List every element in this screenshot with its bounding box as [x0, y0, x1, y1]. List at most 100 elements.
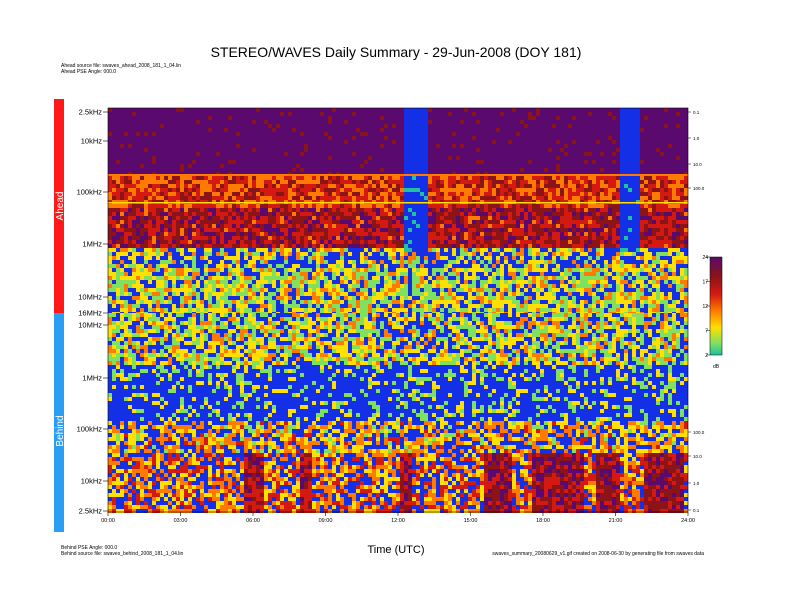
ahead-cell: [124, 264, 128, 268]
ahead-cell: [124, 304, 128, 308]
ahead-cell: [176, 180, 180, 184]
ahead-cell: [128, 244, 132, 248]
ahead-cell: [140, 164, 144, 168]
ahead-cell: [460, 136, 464, 140]
ahead-cell: [124, 188, 128, 192]
ahead-cell: [300, 280, 304, 284]
ahead-cell: [172, 112, 176, 116]
ahead-cell: [264, 264, 268, 268]
ahead-cell: [312, 188, 316, 192]
ahead-cell: [244, 264, 248, 268]
ahead-cell: [236, 112, 240, 116]
ahead-cell: [472, 204, 476, 208]
ahead-cell: [336, 116, 340, 120]
ahead-cell: [352, 136, 356, 140]
ahead-cell: [204, 268, 208, 272]
ahead-cell: [276, 156, 280, 160]
ahead-cell: [240, 240, 244, 244]
ahead-cell: [416, 168, 420, 172]
ahead-cell: [144, 208, 148, 212]
ahead-cell: [412, 136, 416, 140]
ahead-cell: [116, 300, 120, 304]
ahead-cell: [252, 116, 256, 120]
ahead-cell: [360, 252, 364, 256]
ahead-cell: [284, 192, 288, 196]
ahead-cell: [464, 148, 468, 152]
ahead-cell: [112, 120, 116, 124]
ahead-cell: [288, 284, 292, 288]
ahead-cell: [320, 148, 324, 152]
ahead-cell: [108, 160, 112, 164]
ahead-cell: [168, 232, 172, 236]
ahead-cell: [308, 304, 312, 308]
ahead-cell: [320, 164, 324, 168]
ahead-cell: [256, 244, 260, 248]
ahead-cell: [328, 192, 332, 196]
ahead-cell: [144, 152, 148, 156]
ahead-cell: [444, 264, 448, 268]
ahead-cell: [380, 256, 384, 260]
ahead-cell: [132, 236, 136, 240]
ahead-cell: [136, 108, 140, 112]
ahead-cell: [164, 296, 168, 300]
ahead-cell: [432, 244, 436, 248]
ahead-cell: [412, 204, 416, 208]
ahead-cell: [260, 244, 264, 248]
ahead-cell: [252, 120, 256, 124]
ahead-cell: [316, 120, 320, 124]
ahead-cell: [148, 184, 152, 188]
ahead-cell: [152, 272, 156, 276]
ahead-cell: [336, 140, 340, 144]
ahead-cell: [364, 192, 368, 196]
ahead-cell: [108, 232, 112, 236]
ahead-cell: [224, 120, 228, 124]
ahead-cell: [164, 140, 168, 144]
ahead-cell: [444, 108, 448, 112]
ahead-cell: [360, 216, 364, 220]
ahead-cell: [340, 164, 344, 168]
ahead-cell: [396, 108, 400, 112]
ahead-cell: [136, 208, 140, 212]
ahead-cell: [116, 216, 120, 220]
ahead-cell: [356, 108, 360, 112]
ahead-cell: [304, 180, 308, 184]
ahead-cell: [428, 148, 432, 152]
ahead-cell: [152, 212, 156, 216]
ahead-cell: [324, 308, 328, 312]
behind-pse-angle: Behind PSE Angle: 000.0: [61, 545, 118, 551]
ahead-cell: [480, 196, 484, 200]
ahead-cell: [188, 136, 192, 140]
ahead-cell: [448, 308, 452, 312]
ahead-cell: [412, 268, 416, 272]
ahead-cell: [444, 296, 448, 300]
ahead-cell: [348, 216, 352, 220]
ahead-cell: [320, 204, 324, 208]
ahead-cell: [192, 120, 196, 124]
ahead-cell: [344, 228, 348, 232]
ahead-cell: [404, 288, 408, 292]
ahead-cell: [152, 140, 156, 144]
ahead-cell: [272, 116, 276, 120]
ahead-cell: [332, 156, 336, 160]
ahead-cell: [292, 224, 296, 228]
ahead-cell: [320, 280, 324, 284]
ahead-cell: [428, 132, 432, 136]
ahead-cell: [204, 228, 208, 232]
ahead-cell: [484, 300, 488, 304]
ahead-cell: [444, 168, 448, 172]
ahead-cell: [412, 116, 416, 120]
ahead-cell: [404, 292, 408, 296]
ahead-cell: [152, 276, 156, 280]
ahead-cell: [300, 160, 304, 164]
ahead-cell: [328, 252, 332, 256]
ahead-cell: [156, 164, 160, 168]
ahead-cell: [384, 248, 388, 252]
ahead-cell: [160, 216, 164, 220]
ahead-cell: [324, 148, 328, 152]
ahead-cell: [176, 240, 180, 244]
ahead-cell: [412, 156, 416, 160]
ahead-cell: [252, 124, 256, 128]
ahead-cell: [480, 276, 484, 280]
ahead-cell: [296, 180, 300, 184]
ahead-cell: [180, 148, 184, 152]
